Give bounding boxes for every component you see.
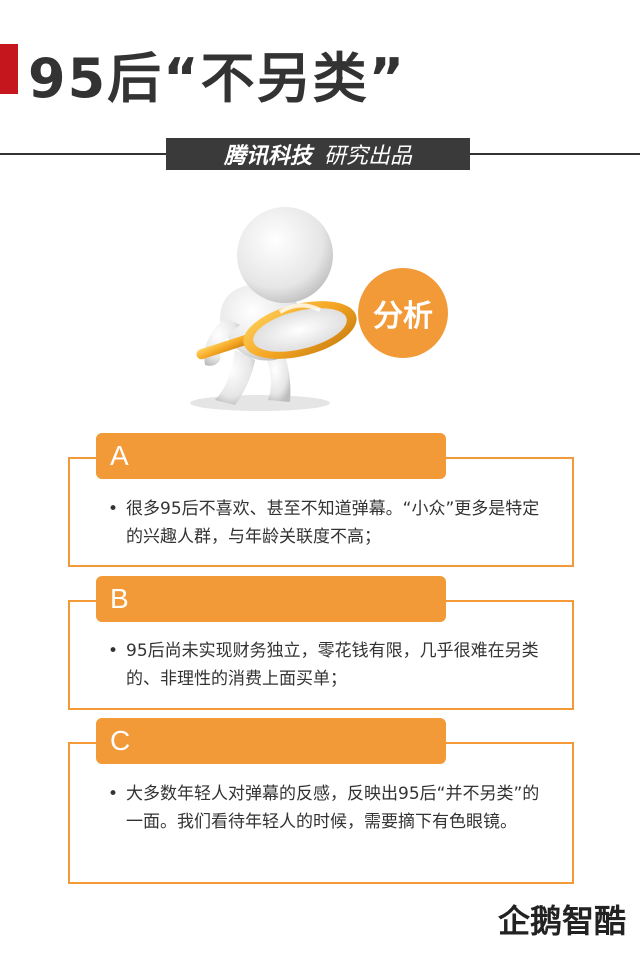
card-a-label: A: [96, 433, 446, 479]
card-c-body: 大多数年轻人对弹幕的反感，反映出95后“并不另类”的一面。我们看待年轻人的时候，…: [126, 784, 540, 832]
title-accent-bar: [0, 44, 18, 94]
analysis-badge: 分析: [358, 268, 448, 358]
penguin-logo: 企鹅智酷: [498, 902, 627, 940]
bullet-icon: •: [108, 784, 119, 804]
figure-with-magnifier-illustration: [190, 207, 357, 411]
card-b-text: • 95后尚未实现财务独立，零花钱有限，几乎很难在另类的、非理性的消费上面买单；: [108, 637, 548, 693]
card-a-body: 很多95后不喜欢、甚至不知道弹幕。“小众”更多是特定的兴趣人群，与年龄关联度不高…: [126, 499, 540, 547]
subtitle-text: 研究出品: [324, 144, 413, 169]
page-title: 95后“不另类”: [28, 47, 407, 110]
card-b-label: B: [96, 576, 446, 622]
card-b-body: 95后尚未实现财务独立，零花钱有限，几乎很难在另类的、非理性的消费上面买单；: [126, 641, 539, 689]
bullet-icon: •: [108, 641, 119, 661]
card-c-label: C: [96, 718, 446, 764]
subtitle-banner: 腾讯科技 研究出品: [166, 138, 470, 170]
card-a-text: • 很多95后不喜欢、甚至不知道弹幕。“小众”更多是特定的兴趣人群，与年龄关联度…: [108, 495, 548, 551]
card-c-text: • 大多数年轻人对弹幕的反感，反映出95后“并不另类”的一面。我们看待年轻人的时…: [108, 780, 548, 836]
brand-name: 腾讯科技: [223, 144, 312, 169]
bullet-icon: •: [108, 499, 119, 519]
